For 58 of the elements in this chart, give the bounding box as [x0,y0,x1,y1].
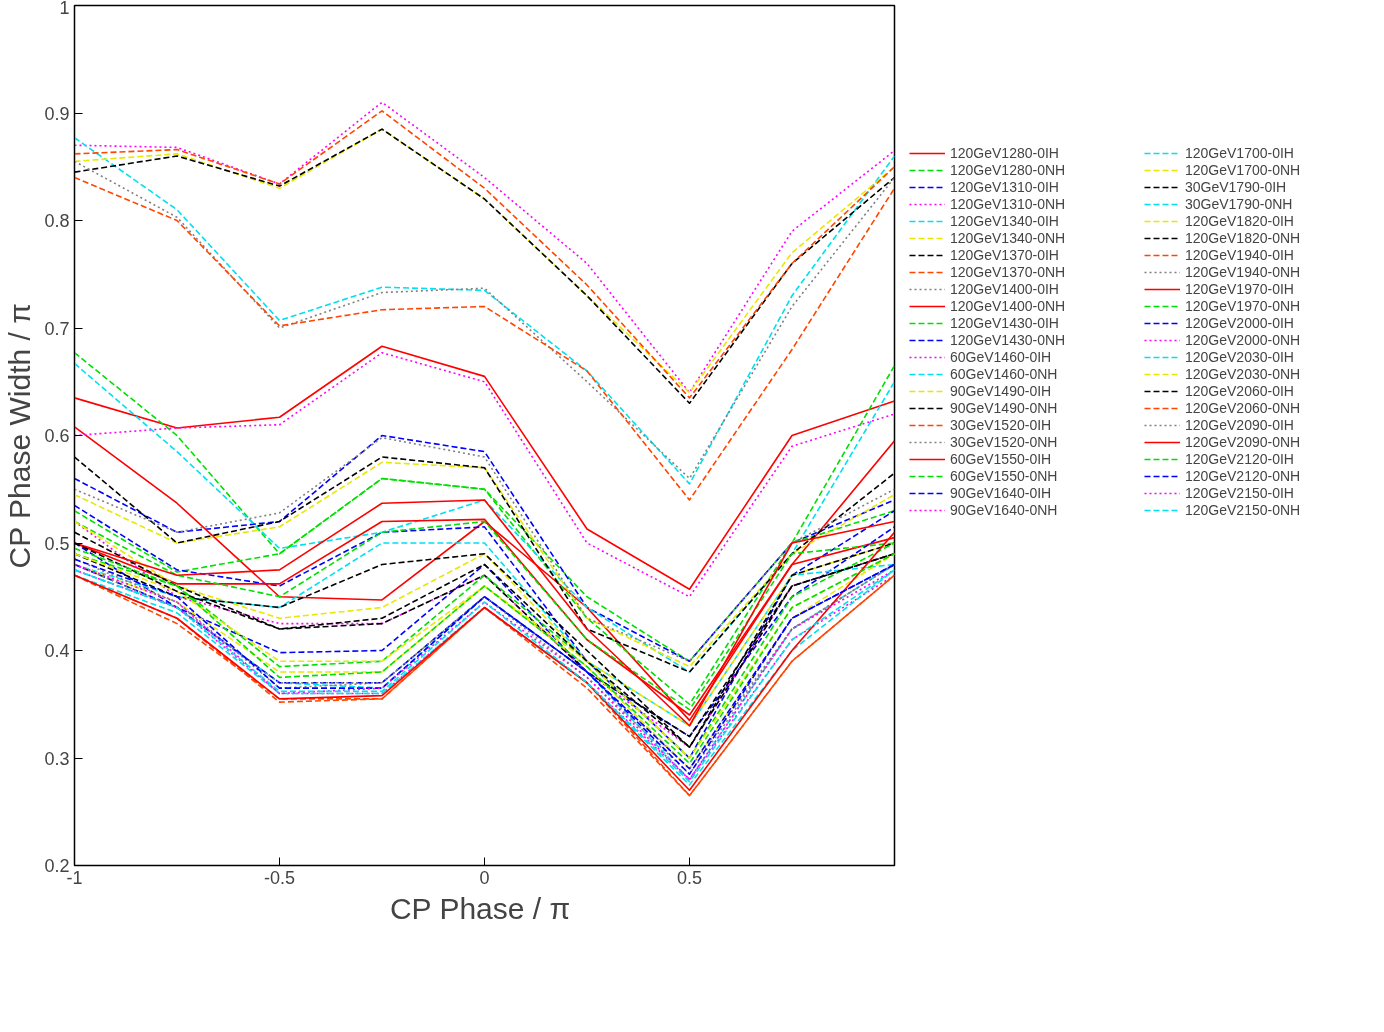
legend-label: 120GeV1700-0NH [1185,162,1301,178]
legend-label: 120GeV1700-0IH [1185,145,1294,161]
legend-label: 60GeV1460-0NH [950,366,1058,382]
legend-label: 60GeV1550-0NH [950,468,1058,484]
legend-label: 120GeV2090-0IH [1185,417,1294,433]
legend-label: 120GeV1400-0IH [950,281,1059,297]
legend-label: 120GeV2000-0IH [1185,315,1294,331]
x-tick-label: 0 [479,867,490,888]
legend-label: 120GeV1340-0NH [950,230,1066,246]
legend-label: 90GeV1490-0IH [950,383,1052,399]
legend-label: 120GeV1820-0IH [1185,213,1294,229]
legend-label: 120GeV1310-0NH [950,196,1066,212]
y-axis-title: CP Phase Width / π [3,303,37,569]
legend-label: 120GeV1310-0IH [950,179,1059,195]
y-tick-label: 0.5 [44,533,70,554]
legend-label: 120GeV1820-0NH [1185,230,1301,246]
legend-label: 120GeV1940-0NH [1185,264,1301,280]
legend-label: 30GeV1790-0NH [1185,196,1293,212]
legend-label: 120GeV1970-0IH [1185,281,1294,297]
legend-label: 120GeV1370-0IH [950,247,1059,263]
y-tick-label: 0.8 [44,211,70,231]
legend-label: 120GeV1400-0NH [950,298,1066,314]
legend-label: 120GeV1430-0IH [950,315,1059,331]
legend-label: 30GeV1520-0IH [950,417,1052,433]
legend-label: 120GeV2030-0NH [1185,366,1301,382]
y-tick-label: 0.2 [44,856,70,876]
legend-label: 120GeV1280-0NH [950,162,1066,178]
legend-label: 120GeV1430-0NH [950,332,1066,348]
y-tick-label: 0.9 [44,103,70,124]
legend-label: 30GeV1790-0IH [1185,179,1287,195]
legend-label: 90GeV1640-0NH [950,502,1058,518]
legend-label: 120GeV2060-0IH [1185,383,1294,399]
legend-label: 60GeV1550-0IH [950,451,1052,467]
legend-label: 120GeV2150-0NH [1185,502,1301,518]
legend-label: 90GeV1640-0IH [950,485,1052,501]
y-tick-label: 0.3 [44,748,70,769]
legend-label: 120GeV1970-0NH [1185,298,1301,314]
legend-label: 90GeV1490-0NH [950,400,1058,416]
legend-label: 120GeV2000-0NH [1185,332,1301,348]
legend-label: 120GeV2150-0IH [1185,485,1294,501]
x-axis-title: CP Phase / π [389,891,571,925]
legend-label: 60GeV1460-0IH [950,349,1052,365]
y-tick-label: 0.7 [44,318,70,339]
legend-label: 120GeV1940-0IH [1185,247,1294,263]
y-tick-label: 0.6 [44,426,70,446]
legend-label: 120GeV2120-0IH [1185,451,1294,467]
legend-label: 120GeV1340-0IH [950,213,1059,229]
x-tick-label: -0.5 [263,867,296,888]
legend-label: 120GeV1370-0NH [950,264,1066,280]
legend-label: 120GeV1280-0IH [950,145,1059,161]
legend-label: 120GeV2060-0NH [1185,400,1301,416]
legend-label: 120GeV2030-0IH [1185,349,1294,365]
legend-label: 120GeV2120-0NH [1185,468,1301,484]
y-tick-label: 0.4 [44,641,70,661]
legend-label: 120GeV2090-0NH [1185,434,1301,450]
x-tick-label: 0.5 [676,867,703,888]
y-tick-label: 1 [59,0,70,18]
legend-label: 30GeV1520-0NH [950,434,1058,450]
